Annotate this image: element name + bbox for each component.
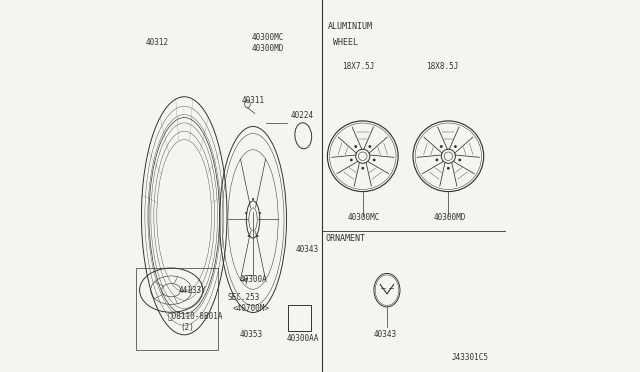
Circle shape xyxy=(459,159,460,161)
Circle shape xyxy=(245,212,247,214)
Text: WHEEL: WHEEL xyxy=(333,38,358,47)
Text: 40300A: 40300A xyxy=(240,275,268,283)
Circle shape xyxy=(248,235,250,237)
Circle shape xyxy=(259,212,261,214)
Text: 40311: 40311 xyxy=(242,96,265,105)
Text: 40300MC: 40300MC xyxy=(251,33,284,42)
Text: ALUMINIUM: ALUMINIUM xyxy=(328,22,372,31)
Text: 40353: 40353 xyxy=(240,330,263,339)
Text: 40300MD: 40300MD xyxy=(251,44,284,53)
Circle shape xyxy=(436,159,438,161)
Circle shape xyxy=(369,146,371,147)
Circle shape xyxy=(362,167,364,169)
Text: 44133Y: 44133Y xyxy=(179,286,206,295)
Circle shape xyxy=(440,146,442,147)
Text: 18X8.5J: 18X8.5J xyxy=(426,62,458,71)
Circle shape xyxy=(252,198,254,200)
Text: 40224: 40224 xyxy=(291,111,314,120)
Text: 40343: 40343 xyxy=(374,330,397,339)
Circle shape xyxy=(447,167,449,169)
Text: SEC.253: SEC.253 xyxy=(227,293,259,302)
Text: (2): (2) xyxy=(180,323,195,332)
Text: ORNAMENT: ORNAMENT xyxy=(326,234,365,243)
Text: <40700M>: <40700M> xyxy=(232,304,269,313)
Circle shape xyxy=(374,159,375,161)
Text: 18X7.5J: 18X7.5J xyxy=(342,62,374,71)
Text: 40300MD: 40300MD xyxy=(433,213,466,222)
Text: 40343: 40343 xyxy=(296,245,319,254)
Circle shape xyxy=(355,146,356,147)
Text: 40312: 40312 xyxy=(145,38,168,47)
Circle shape xyxy=(351,159,352,161)
Circle shape xyxy=(257,235,258,237)
Text: 08110-8B01A: 08110-8B01A xyxy=(168,312,223,321)
Circle shape xyxy=(454,146,456,147)
Text: 40300AA: 40300AA xyxy=(287,334,319,343)
Text: J43301C5: J43301C5 xyxy=(452,353,489,362)
Text: 40300MC: 40300MC xyxy=(348,213,380,222)
